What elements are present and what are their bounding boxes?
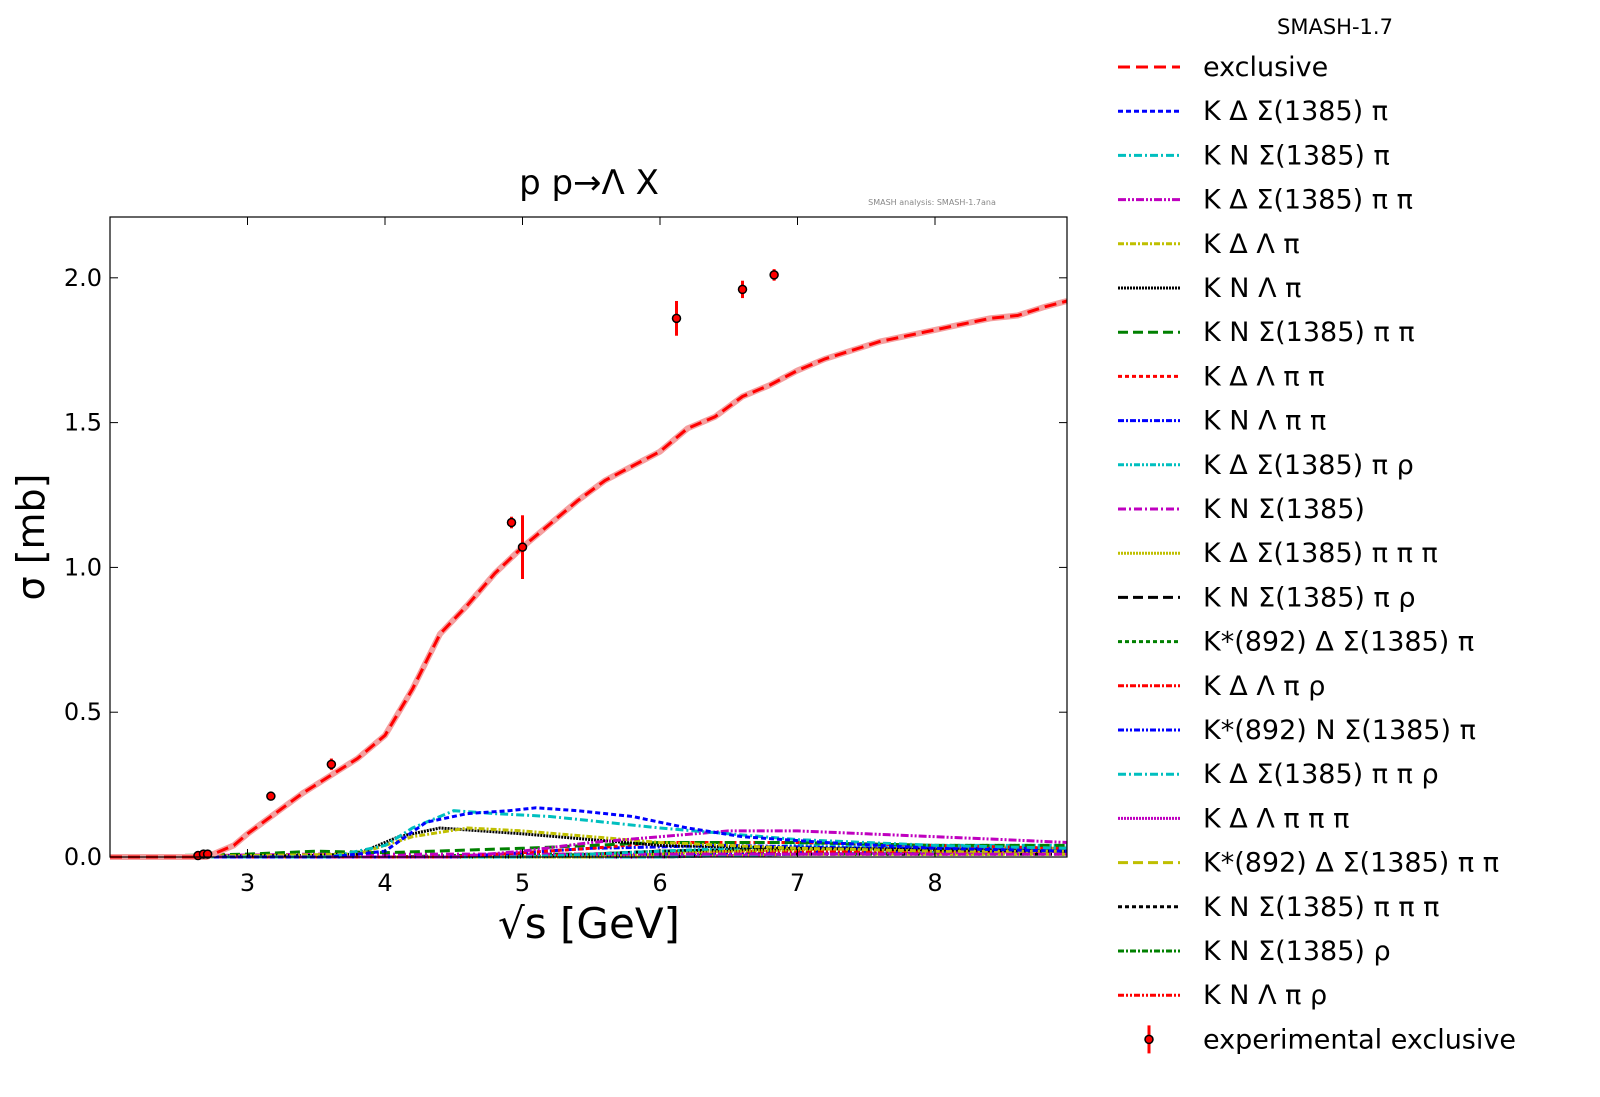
data-point (517, 542, 528, 552)
chart-title: p p→Λ X (519, 163, 659, 203)
y-tick-label: 0.5 (64, 698, 102, 726)
legend-title: SMASH-1.7 (1277, 15, 1393, 39)
x-tick-label: 5 (515, 869, 530, 897)
legend-label: K Δ Σ(1385) π (1203, 96, 1388, 127)
data-point (737, 284, 748, 295)
legend-label: K*(892) Δ Σ(1385) π π (1203, 848, 1499, 879)
x-tick-label: 6 (652, 869, 667, 897)
data-point (202, 849, 213, 859)
series-line (110, 299, 1068, 859)
exclusive-band (110, 298, 1068, 860)
data-point (769, 270, 779, 280)
legend-label: K N Σ(1385) ρ (1203, 936, 1391, 967)
data-point (266, 791, 276, 801)
legend-marker (1144, 1034, 1154, 1045)
legend-label: K N Λ π π (1203, 406, 1326, 437)
series-line (110, 809, 1068, 859)
legend-label: experimental exclusive (1203, 1024, 1516, 1055)
legend-label: K*(892) N Σ(1385) π (1203, 715, 1476, 746)
y-tick-label: 1.5 (64, 409, 102, 437)
x-tick-label: 8 (927, 869, 942, 897)
data-point (506, 517, 517, 528)
y-tick-label: 1.0 (64, 553, 102, 581)
x-tick-label: 3 (240, 869, 255, 897)
y-tick-label: 0.0 (64, 843, 102, 871)
legend-label: K Δ Λ π π π (1203, 803, 1349, 834)
legend: exclusive K Δ Σ(1385) π K N Σ(1385) π K Δ Σ… (1118, 52, 1516, 1055)
legend-label: K Δ Σ(1385) π π π (1203, 538, 1438, 569)
legend-label: K Δ Σ(1385) π π (1203, 185, 1413, 216)
x-axis-label: √s [GeV] (498, 899, 680, 948)
x-tick-label: 7 (790, 869, 805, 897)
legend-label: K Δ Λ π (1203, 229, 1300, 260)
legend-label: K Δ Σ(1385) π π ρ (1203, 759, 1439, 790)
legend-label: K N Σ(1385) π π π (1203, 892, 1439, 923)
data-point (671, 313, 682, 324)
legend-label: K Δ Λ π ρ (1203, 671, 1325, 702)
legend-label: K N Σ(1385) π π (1203, 317, 1415, 348)
watermark: SMASH analysis: SMASH-1.7ana (868, 198, 996, 207)
legend-label: K Δ Σ(1385) π ρ (1203, 450, 1414, 481)
legend-label: K Δ Λ π π (1203, 361, 1325, 392)
legend-label: K N Λ π ρ (1203, 980, 1327, 1011)
y-axis-label: σ [mb] (9, 474, 53, 601)
series-line (110, 829, 1068, 859)
legend-label: K*(892) Δ Σ(1385) π (1203, 627, 1474, 658)
legend-label: K N Σ(1385) (1203, 494, 1365, 525)
series-line (110, 806, 1068, 859)
legend-label: K N Λ π (1203, 273, 1301, 304)
data-point (326, 759, 337, 770)
legend-label: K N Σ(1385) π (1203, 140, 1390, 171)
x-tick-label: 4 (377, 869, 392, 897)
legend-label: exclusive (1203, 52, 1328, 83)
y-tick-label: 2.0 (64, 264, 102, 292)
series-line (109, 841, 1067, 859)
plot-frame (109, 216, 1068, 858)
legend-label: K N Σ(1385) π ρ (1203, 582, 1415, 613)
